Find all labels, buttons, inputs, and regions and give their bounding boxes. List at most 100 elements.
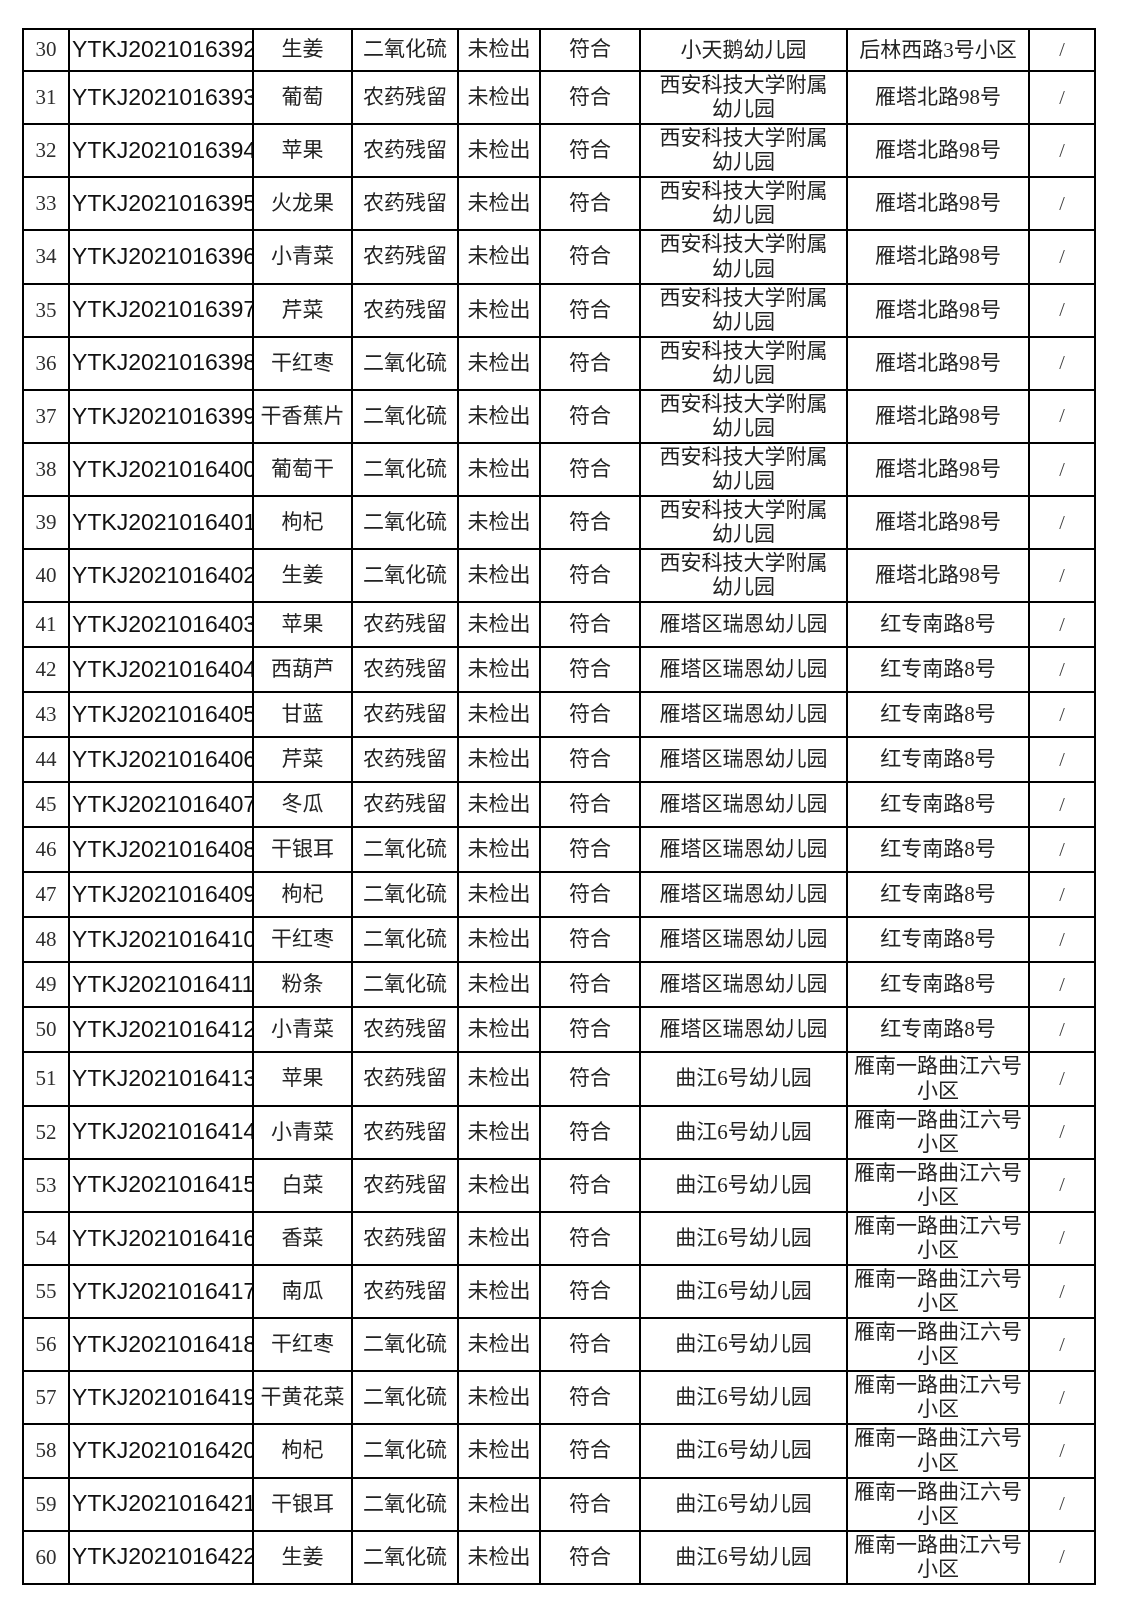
cell-sampled-unit: 西安科技大学附属幼儿园 — [639, 123, 848, 179]
cell-test-item: 二氧化硫 — [351, 388, 459, 444]
table-row: 45 YTKJ2021016407 冬瓜 农药残留 未检出 符合 雁塔区瑞恩幼儿… — [22, 781, 1096, 829]
cell-sample-name: 西葫芦 — [252, 646, 353, 694]
cell-conclusion: 符合 — [539, 961, 641, 1009]
cell-remark: / — [1028, 646, 1096, 694]
cell-test-item: 农药残留 — [351, 736, 459, 784]
cell-sample-name: 干红枣 — [252, 335, 353, 391]
cell-sample-name: 苹果 — [252, 1051, 353, 1107]
cell-sample-name: 苹果 — [252, 123, 353, 179]
cell-conclusion: 符合 — [539, 1104, 641, 1160]
cell-address: 红专南路8号 — [846, 1006, 1030, 1054]
cell-conclusion: 符合 — [539, 335, 641, 391]
cell-sequence-number: 53 — [22, 1157, 70, 1213]
cell-result: 未检出 — [457, 781, 541, 829]
cell-sample-id: YTKJ2021016406 — [68, 736, 254, 784]
cell-remark: / — [1028, 691, 1096, 739]
cell-sample-name: 小青菜 — [252, 1104, 353, 1160]
cell-test-item: 二氧化硫 — [351, 1529, 459, 1585]
cell-conclusion: 符合 — [539, 691, 641, 739]
cell-address: 红专南路8号 — [846, 871, 1030, 919]
cell-result: 未检出 — [457, 1317, 541, 1373]
cell-test-item: 农药残留 — [351, 1210, 459, 1266]
cell-result: 未检出 — [457, 388, 541, 444]
cell-test-item: 二氧化硫 — [351, 1317, 459, 1373]
cell-sequence-number: 39 — [22, 495, 70, 551]
cell-address: 雁南一路曲江六号小区 — [846, 1157, 1030, 1213]
cell-sample-id: YTKJ2021016403 — [68, 601, 254, 649]
cell-sequence-number: 33 — [22, 176, 70, 232]
cell-result: 未检出 — [457, 441, 541, 498]
cell-remark: / — [1028, 176, 1096, 232]
cell-sampled-unit: 曲江6号幼儿园 — [639, 1476, 848, 1532]
table-row: 58 YTKJ2021016420 枸杞 二氧化硫 未检出 符合 曲江6号幼儿园… — [22, 1423, 1096, 1479]
table-row: 57 YTKJ2021016419 干黄花菜 二氧化硫 未检出 符合 曲江6号幼… — [22, 1370, 1096, 1426]
cell-remark: / — [1028, 388, 1096, 444]
cell-remark: / — [1028, 1104, 1096, 1160]
cell-remark: / — [1028, 1423, 1096, 1479]
cell-result: 未检出 — [457, 229, 541, 285]
cell-sample-id: YTKJ2021016393 — [68, 69, 254, 126]
cell-test-item: 二氧化硫 — [351, 1476, 459, 1532]
cell-address: 雁塔北路98号 — [846, 335, 1030, 391]
table-row: 37 YTKJ2021016399 干香蕉片 二氧化硫 未检出 符合 西安科技大… — [22, 388, 1096, 444]
cell-sample-id: YTKJ2021016397 — [68, 282, 254, 338]
cell-sample-id: YTKJ2021016415 — [68, 1157, 254, 1213]
cell-address: 雁塔北路98号 — [846, 282, 1030, 338]
cell-conclusion: 符合 — [539, 1210, 641, 1266]
cell-sample-id: YTKJ2021016399 — [68, 388, 254, 444]
cell-result: 未检出 — [457, 826, 541, 874]
cell-remark: / — [1028, 123, 1096, 179]
cell-address: 雁南一路曲江六号小区 — [846, 1263, 1030, 1320]
table-row: 60 YTKJ2021016422 生姜 二氧化硫 未检出 符合 曲江6号幼儿园… — [22, 1529, 1096, 1585]
cell-test-item: 农药残留 — [351, 1104, 459, 1160]
table-row: 55 YTKJ2021016417 南瓜 农药残留 未检出 符合 曲江6号幼儿园… — [22, 1263, 1096, 1320]
cell-sampled-unit: 雁塔区瑞恩幼儿园 — [639, 736, 848, 784]
cell-address: 红专南路8号 — [846, 961, 1030, 1009]
cell-conclusion: 符合 — [539, 736, 641, 784]
cell-result: 未检出 — [457, 282, 541, 338]
table-row: 51 YTKJ2021016413 苹果 农药残留 未检出 符合 曲江6号幼儿园… — [22, 1051, 1096, 1107]
cell-sequence-number: 37 — [22, 388, 70, 444]
cell-sample-name: 小青菜 — [252, 229, 353, 285]
cell-sequence-number: 36 — [22, 335, 70, 391]
cell-result: 未检出 — [457, 548, 541, 604]
table-row: 31 YTKJ2021016393 葡萄 农药残留 未检出 符合 西安科技大学附… — [22, 69, 1096, 126]
cell-sampled-unit: 西安科技大学附属幼儿园 — [639, 441, 848, 498]
cell-sample-name: 芹菜 — [252, 736, 353, 784]
table-row: 39 YTKJ2021016401 枸杞 二氧化硫 未检出 符合 西安科技大学附… — [22, 495, 1096, 551]
cell-sampled-unit: 西安科技大学附属幼儿园 — [639, 229, 848, 285]
cell-sampled-unit: 曲江6号幼儿园 — [639, 1104, 848, 1160]
cell-conclusion: 符合 — [539, 282, 641, 338]
table-row: 53 YTKJ2021016415 白菜 农药残留 未检出 符合 曲江6号幼儿园… — [22, 1157, 1096, 1213]
table-row: 49 YTKJ2021016411 粉条 二氧化硫 未检出 符合 雁塔区瑞恩幼儿… — [22, 961, 1096, 1009]
cell-address: 雁塔北路98号 — [846, 176, 1030, 232]
cell-conclusion: 符合 — [539, 548, 641, 604]
cell-sampled-unit: 西安科技大学附属幼儿园 — [639, 176, 848, 232]
cell-sample-name: 枸杞 — [252, 495, 353, 551]
cell-result: 未检出 — [457, 1051, 541, 1107]
table-row: 50 YTKJ2021016412 小青菜 农药残留 未检出 符合 雁塔区瑞恩幼… — [22, 1006, 1096, 1054]
cell-sample-id: YTKJ2021016418 — [68, 1317, 254, 1373]
cell-address: 雁塔北路98号 — [846, 495, 1030, 551]
cell-sample-id: YTKJ2021016409 — [68, 871, 254, 919]
cell-result: 未检出 — [457, 1263, 541, 1320]
cell-address: 雁南一路曲江六号小区 — [846, 1476, 1030, 1532]
cell-test-item: 二氧化硫 — [351, 961, 459, 1009]
cell-remark: / — [1028, 1317, 1096, 1373]
cell-conclusion: 符合 — [539, 229, 641, 285]
cell-sample-id: YTKJ2021016421 — [68, 1476, 254, 1532]
cell-conclusion: 符合 — [539, 646, 641, 694]
cell-remark: / — [1028, 871, 1096, 919]
cell-sample-name: 芹菜 — [252, 282, 353, 338]
cell-remark: / — [1028, 1006, 1096, 1054]
cell-sequence-number: 30 — [22, 28, 70, 72]
cell-sample-name: 干红枣 — [252, 1317, 353, 1373]
cell-remark: / — [1028, 1157, 1096, 1213]
cell-conclusion: 符合 — [539, 28, 641, 72]
cell-address: 红专南路8号 — [846, 781, 1030, 829]
cell-sequence-number: 43 — [22, 691, 70, 739]
cell-sample-name: 干黄花菜 — [252, 1370, 353, 1426]
cell-sampled-unit: 雁塔区瑞恩幼儿园 — [639, 646, 848, 694]
cell-sampled-unit: 西安科技大学附属幼儿园 — [639, 388, 848, 444]
cell-test-item: 二氧化硫 — [351, 1370, 459, 1426]
